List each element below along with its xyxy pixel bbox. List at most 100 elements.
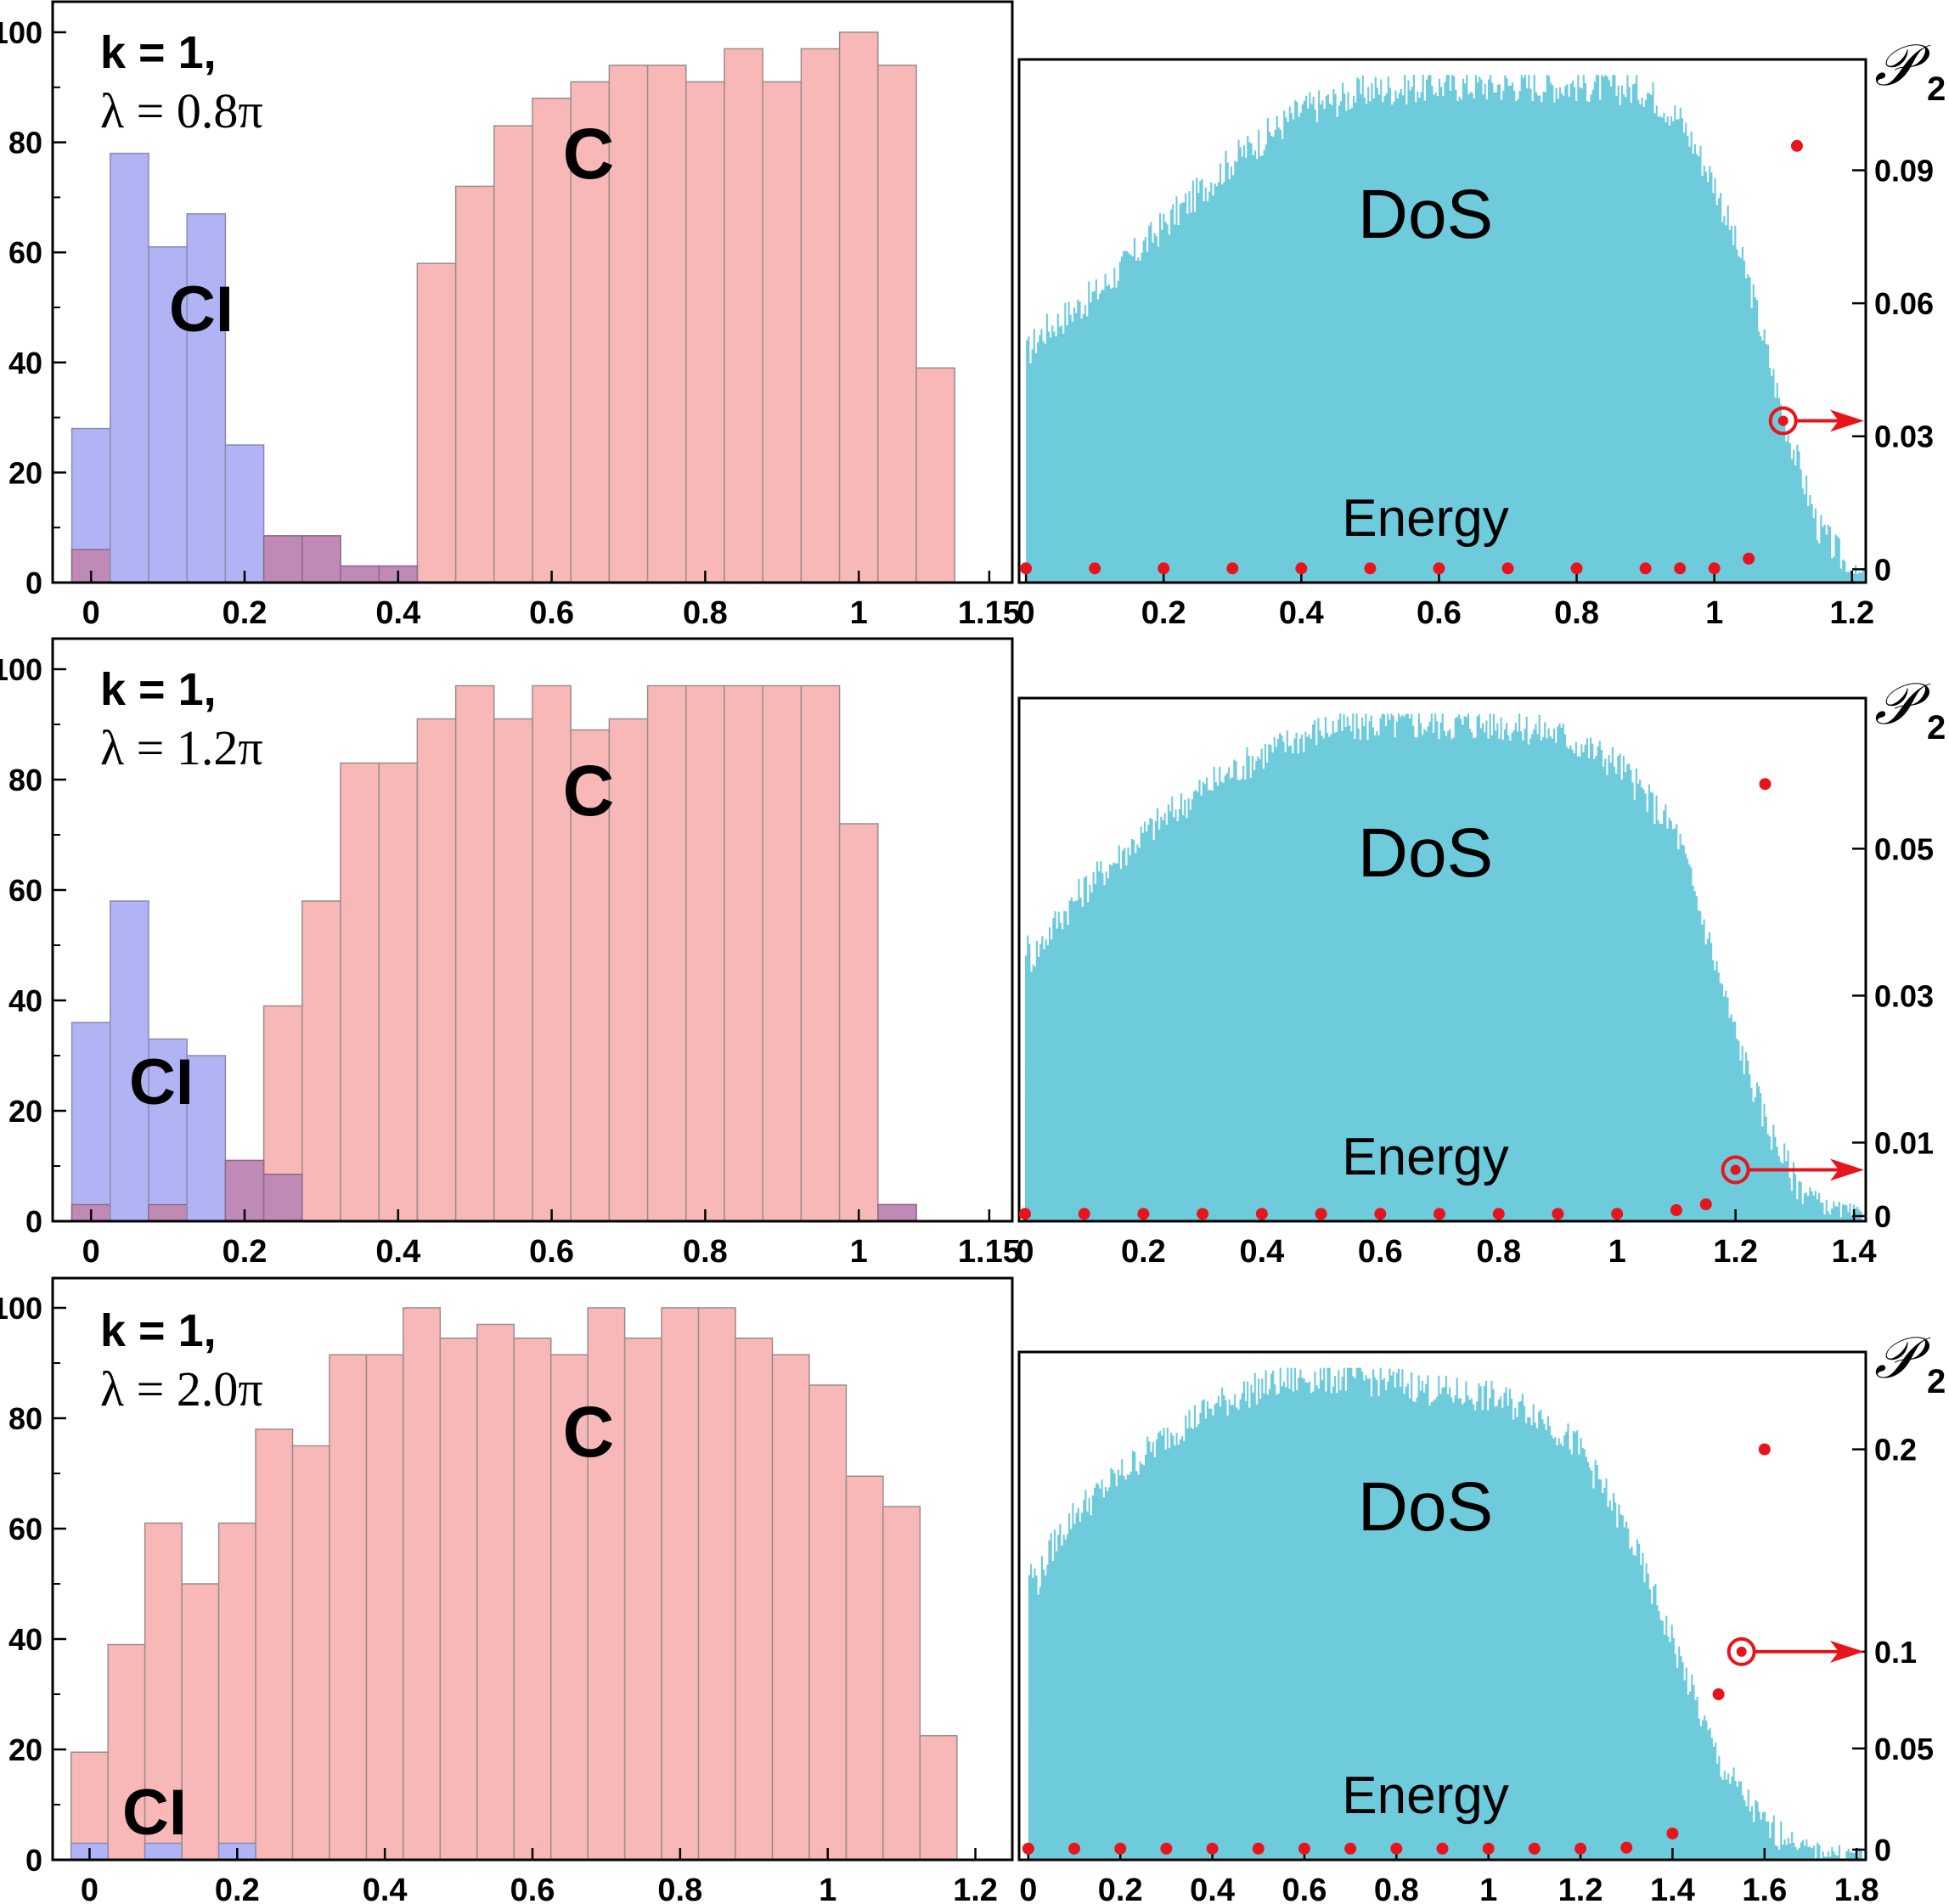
histogram-panel-2: 0 20 40 60 80 100 0 0.2 0.4 0.6 0.8 1 1.15 k = 1,λ = … <box>0 637 1021 1270</box>
c-bar <box>329 1354 368 1861</box>
c-bar <box>762 684 803 1222</box>
lambda-label: λ = 2.0π <box>100 1361 263 1417</box>
p2-point <box>1574 1842 1587 1855</box>
y-tick-label: 20 <box>8 1732 42 1767</box>
y-tick-label: 100 <box>0 652 42 687</box>
dos-panel-2: 0 0.01 0.03 0.05 0 0.2 0.4 0.6 0.8 1 1.2 1.4 DoS Ener… <box>1016 672 1946 1270</box>
y-tick-label: 100 <box>0 1291 42 1326</box>
y-tick-label: 60 <box>8 873 42 908</box>
x-tick-label: 0 <box>82 1234 100 1270</box>
p2-point <box>1078 1208 1090 1220</box>
c-bar <box>685 81 725 583</box>
x-tick-label: 0 <box>1016 1234 1034 1270</box>
circled-marker <box>1768 406 1798 436</box>
x-tick-label: 0.8 <box>1476 1234 1521 1270</box>
p2-point <box>1620 1841 1633 1854</box>
x-tick-label: 1.15 <box>958 595 1021 631</box>
p2-tick-label: 0.1 <box>1874 1635 1917 1670</box>
x-tick-label: 0.6 <box>529 595 574 631</box>
x-tick-label: 1.6 <box>1742 1873 1787 1904</box>
c-bar <box>877 65 917 583</box>
ci-bar <box>186 1055 227 1222</box>
c-bar <box>623 1338 662 1861</box>
p2-point <box>1226 562 1239 575</box>
p2-point <box>1197 1208 1209 1220</box>
c-bar <box>646 684 687 1222</box>
x-tick-label: 1.4 <box>1650 1873 1695 1904</box>
overlap-bar <box>262 535 303 583</box>
y-tick-label: 40 <box>8 1622 42 1657</box>
c-bar <box>454 185 495 583</box>
p2-point <box>1295 562 1308 575</box>
y-tick-label: 0 <box>25 1843 42 1878</box>
x-tick-label: 0.6 <box>529 1234 574 1270</box>
c-bar <box>476 1323 515 1861</box>
y-tick-label: 100 <box>0 15 42 50</box>
x-tick-label: 0 <box>82 595 100 631</box>
p2-point <box>1570 562 1583 575</box>
ci-bar <box>70 1022 111 1222</box>
p2-tick-label: 0.06 <box>1874 286 1934 321</box>
x-tick-label: 0.2 <box>215 1873 260 1904</box>
p2-point <box>1528 1842 1541 1855</box>
energy-label: Energy <box>1342 1766 1508 1825</box>
y-tick-label: 80 <box>8 763 42 797</box>
c-bar <box>291 1445 330 1861</box>
c-bar <box>255 1428 294 1861</box>
c-bar <box>661 1307 700 1861</box>
x-tick-label: 0.2 <box>1098 1873 1143 1904</box>
p2-point <box>1344 1842 1357 1855</box>
p2-point <box>1018 1208 1031 1220</box>
c-bar <box>378 762 419 1222</box>
p2-point <box>1255 1208 1268 1220</box>
energy-label: Energy <box>1342 1128 1508 1186</box>
k-label: k = 1, <box>100 1305 217 1356</box>
p2-point <box>1436 1842 1449 1855</box>
c-bar <box>800 48 841 583</box>
x-tick-label: 1 <box>1705 595 1723 631</box>
x-tick-label: 0 <box>1019 1873 1037 1904</box>
c-bar <box>845 1475 884 1861</box>
overlap-bar <box>340 565 380 583</box>
c-series-label: C <box>563 1392 615 1472</box>
dos-panel-1: 0 0.03 0.06 0.09 0 0.2 0.4 0.6 0.8 1 1.2 DoS Energy 𝒫… <box>1017 33 1946 631</box>
p2-axis-label: 𝒫 <box>1874 33 1931 98</box>
x-tick-label: 0.6 <box>1358 1234 1403 1270</box>
circled-marker-dot <box>1777 415 1788 426</box>
x-tick-label: 0.4 <box>363 1873 408 1904</box>
p2-point <box>1670 1204 1682 1217</box>
c-bar <box>416 262 457 583</box>
c-bar <box>513 1338 552 1861</box>
p2-point <box>1434 1208 1446 1220</box>
c-bar <box>919 1735 958 1861</box>
lambda-label: λ = 1.2π <box>100 720 263 775</box>
k-label: k = 1, <box>100 27 217 78</box>
p2-point <box>1666 1827 1679 1839</box>
p2-point <box>1552 1208 1564 1220</box>
p2-point <box>1639 562 1652 575</box>
ci-bar <box>186 213 227 583</box>
c-bar <box>439 1338 478 1861</box>
x-tick-label: 0.6 <box>1282 1873 1327 1904</box>
dos-label: DoS <box>1358 814 1494 892</box>
x-tick-label: 1 <box>850 595 868 631</box>
c-bar <box>735 1338 774 1861</box>
p2-axis-subscript: 2 <box>1927 70 1946 108</box>
plot-frame <box>1017 1350 1867 1862</box>
dos-label: DoS <box>1358 1468 1494 1546</box>
c-bar <box>181 1583 220 1861</box>
c-bar <box>762 81 803 583</box>
p2-point <box>1022 1842 1034 1855</box>
p2-point <box>1501 562 1514 575</box>
plot-frame <box>1017 58 1867 584</box>
x-tick-label: 0 <box>81 1873 99 1904</box>
x-tick-label: 0.8 <box>1554 595 1599 631</box>
p2-point <box>1482 1842 1495 1855</box>
overlap-bar <box>262 1174 303 1222</box>
overlap-bar <box>877 1203 917 1222</box>
c-bar <box>217 1522 256 1861</box>
p2-point <box>1137 1208 1150 1220</box>
y-tick-label: 0 <box>25 566 42 600</box>
x-tick-label: 0.2 <box>1141 595 1186 631</box>
p2-point <box>1315 1208 1327 1220</box>
